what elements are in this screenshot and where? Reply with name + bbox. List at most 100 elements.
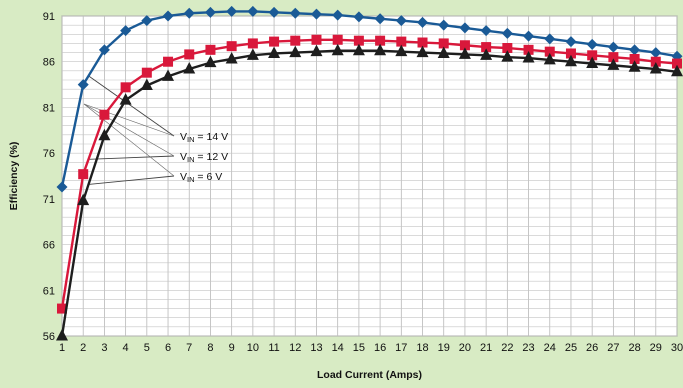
x-tick-label: 7 <box>186 342 192 354</box>
data-point-diamond <box>480 25 492 37</box>
data-point-diamond <box>77 79 89 91</box>
data-point-diamond <box>438 19 450 31</box>
data-point-triangle <box>458 47 471 59</box>
data-point-triangle <box>183 62 196 74</box>
data-point-triangle <box>140 78 153 90</box>
data-point-diamond <box>607 41 619 53</box>
x-tick-label: 11 <box>268 342 279 354</box>
data-point-diamond <box>650 47 662 59</box>
x-tick-label: 14 <box>332 342 344 354</box>
data-point-diamond <box>56 181 68 193</box>
y-tick-label: 66 <box>43 240 55 252</box>
x-tick-label: 26 <box>586 342 598 354</box>
data-point-diamond <box>565 36 577 48</box>
y-tick-label: 81 <box>43 102 55 114</box>
x-tick-label: 28 <box>628 342 640 354</box>
data-point-diamond <box>332 9 344 21</box>
annotations: VIN = 14 V VIN = 12 V VIN = 6 V <box>180 131 228 184</box>
data-point-square <box>353 35 364 46</box>
data-point-diamond <box>353 11 365 23</box>
data-point-diamond <box>268 6 280 18</box>
x-tick-label: 23 <box>522 342 534 354</box>
data-point-square <box>481 42 492 53</box>
y-tick-label: 91 <box>43 11 55 23</box>
data-point-square <box>120 82 131 93</box>
data-point-triangle <box>649 62 662 74</box>
data-point-triangle <box>289 45 302 58</box>
data-point-triangle <box>331 43 344 56</box>
data-point-square <box>375 35 386 46</box>
x-axis-ticks: 1 2 3 4 5 6 7 8 9 10 11 12 13 14 15 16 17 18 19 20 21 22 23 24 2… <box>59 342 683 354</box>
annotation-leader-line <box>83 103 175 157</box>
data-point-triangle <box>395 44 408 57</box>
data-point-diamond <box>395 15 407 27</box>
data-point-diamond <box>310 8 322 20</box>
x-tick-label: 29 <box>650 342 662 354</box>
x-tick-label: 15 <box>353 342 365 354</box>
data-point-square <box>459 40 470 51</box>
series-2 <box>57 34 682 314</box>
data-point-triangle <box>225 51 238 64</box>
x-tick-label: 3 <box>101 342 107 354</box>
data-point-square <box>99 109 110 120</box>
data-point-square <box>290 35 301 46</box>
data-point-square <box>141 67 152 78</box>
data-point-triangle <box>480 48 493 60</box>
data-point-square <box>396 36 407 47</box>
data-point-triangle <box>501 50 514 62</box>
data-point-square <box>269 36 280 47</box>
data-point-triangle <box>162 69 175 81</box>
annotation-leader-line <box>83 103 175 177</box>
annotation-leaders <box>83 75 175 185</box>
data-point-square <box>672 58 682 69</box>
series <box>56 5 683 341</box>
data-point-triangle <box>268 46 281 58</box>
data-point-diamond <box>183 7 195 19</box>
series-3 <box>56 43 683 341</box>
y-tick-label: 86 <box>43 57 55 69</box>
data-point-triangle <box>522 51 535 63</box>
annotation-label: VIN = 14 V <box>180 131 228 144</box>
grid <box>61 15 678 337</box>
data-point-square <box>565 48 576 59</box>
data-point-square <box>608 52 619 63</box>
data-point-square <box>523 44 534 55</box>
x-tick-label: 1 <box>59 342 65 354</box>
data-point-diamond <box>501 27 513 39</box>
data-point-diamond <box>247 5 259 17</box>
x-tick-label: 19 <box>438 342 450 354</box>
data-point-diamond <box>289 7 301 19</box>
data-point-square <box>311 34 322 45</box>
data-point-diamond <box>417 16 429 28</box>
x-tick-label: 4 <box>123 342 129 354</box>
data-point-diamond <box>226 5 238 17</box>
data-point-triangle <box>543 52 556 65</box>
x-tick-label: 22 <box>501 342 513 354</box>
data-point-triangle <box>246 48 259 60</box>
data-point-square <box>417 37 428 48</box>
annotation-leader-line <box>88 155 175 160</box>
data-point-diamond <box>162 10 174 22</box>
data-point-square <box>650 56 661 67</box>
annotation-leader-line <box>88 75 175 137</box>
x-tick-label: 20 <box>459 342 471 354</box>
annotation-leader-line <box>88 175 175 185</box>
data-point-triangle <box>416 45 429 58</box>
y-axis-label: Efficiency (%) <box>8 142 20 211</box>
x-tick-label: 27 <box>607 342 619 354</box>
x-tick-label: 16 <box>374 342 386 354</box>
y-tick-label: 71 <box>43 194 55 206</box>
data-point-diamond <box>120 25 132 37</box>
data-point-triangle <box>607 58 620 70</box>
data-point-square <box>247 38 258 49</box>
data-point-triangle <box>204 55 217 68</box>
y-axis-ticks: 56 61 66 71 76 81 86 91 <box>43 11 55 343</box>
data-point-diamond <box>141 15 153 27</box>
x-tick-label: 12 <box>289 342 301 354</box>
data-point-triangle <box>352 43 365 56</box>
data-point-diamond <box>586 38 598 50</box>
data-point-diamond <box>523 30 535 42</box>
annotation-leader-line <box>83 103 175 137</box>
